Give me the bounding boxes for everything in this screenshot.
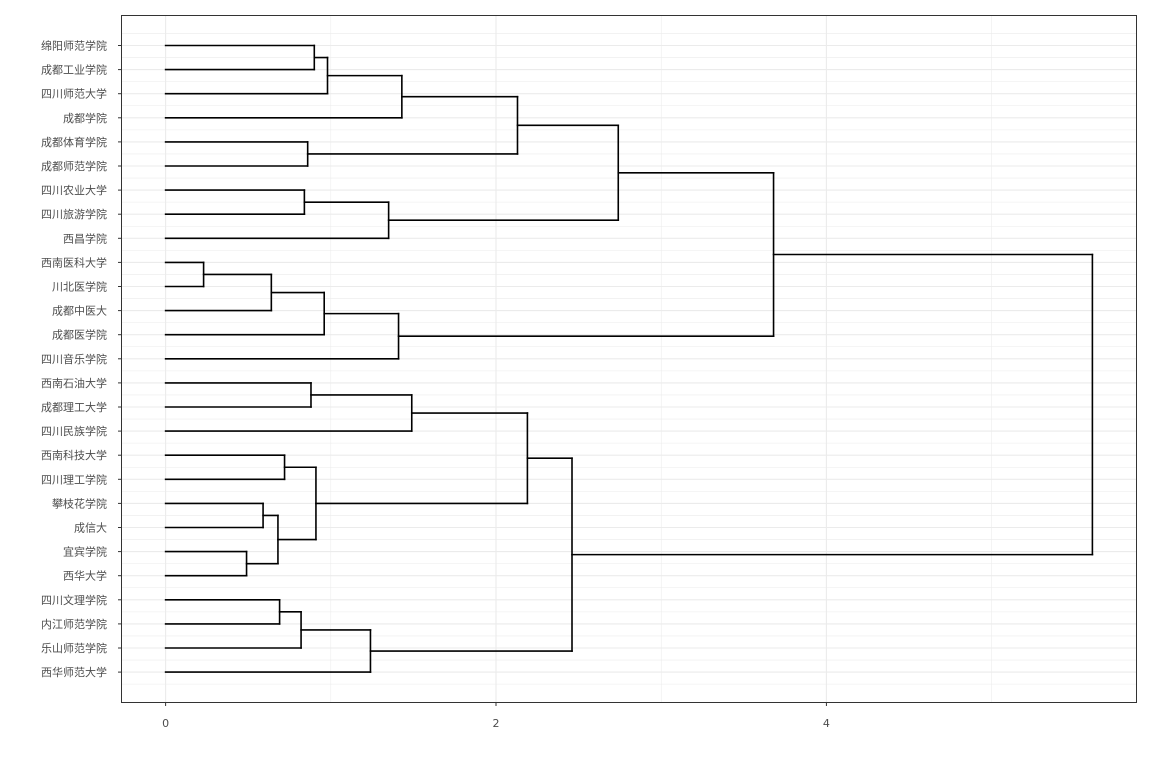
x-axis: 0 2 4	[162, 703, 830, 730]
y-tick-label: 四川理工学院	[41, 472, 107, 486]
y-tick-label: 乐山师范学院	[41, 641, 107, 655]
y-tick-label: 成都医学院	[52, 328, 107, 342]
dendrogram-segments	[164, 44, 1094, 673]
y-tick-label: 西华师范大学	[41, 665, 107, 679]
y-tick-label: 四川农业大学	[41, 183, 107, 197]
x-tick-label: 0	[162, 717, 169, 730]
y-tick-label: 攀枝花学院	[52, 496, 107, 510]
y-tick-label: 成都学院	[63, 111, 107, 125]
y-tick-label: 西南医科大学	[41, 255, 107, 269]
y-tick-label: 四川师范大学	[41, 87, 107, 101]
y-tick-label: 成都体育学院	[41, 135, 107, 149]
y-tick-label: 四川民族学院	[41, 424, 107, 438]
y-tick-label: 西华大学	[63, 569, 107, 583]
x-tick-label: 4	[823, 717, 830, 730]
y-tick-label: 西南科技大学	[41, 448, 107, 462]
y-tick-label: 西昌学院	[63, 231, 107, 245]
y-tick-label: 成都师范学院	[41, 159, 107, 173]
minor-gridlines	[121, 15, 1137, 703]
y-tick-label: 绵阳师范学院	[41, 39, 107, 53]
y-tick-label: 四川文理学院	[41, 593, 107, 607]
plot-border	[121, 15, 1137, 703]
y-tick-label: 成都理工大学	[41, 400, 107, 414]
y-tick-label: 成都工业学院	[41, 63, 107, 77]
y-tick-label: 川北医学院	[52, 280, 107, 294]
y-tick-label: 西南石油大学	[41, 376, 107, 390]
y-tick-label: 四川旅游学院	[41, 207, 107, 221]
y-tick-label: 内江师范学院	[41, 617, 107, 631]
y-tick-label: 四川音乐学院	[41, 352, 107, 366]
y-tick-label: 宜宾学院	[63, 545, 107, 559]
y-tick-label: 成都中医大	[52, 304, 107, 318]
y-axis: 绵阳师范学院成都工业学院四川师范大学成都学院成都体育学院成都师范学院四川农业大学…	[41, 39, 121, 679]
x-tick-label: 2	[493, 717, 500, 730]
y-tick-label: 成信大	[74, 521, 107, 535]
